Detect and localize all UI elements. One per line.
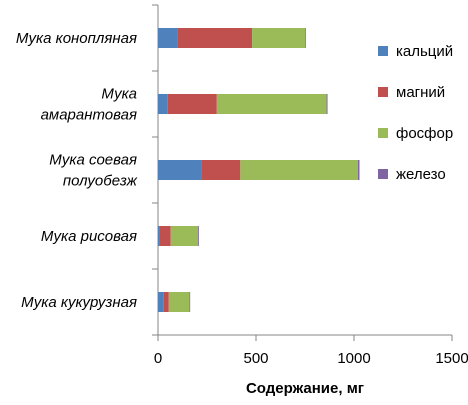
category-label: Мука амарантовая xyxy=(41,86,137,124)
bar-магний xyxy=(177,28,253,48)
bar-железо xyxy=(326,94,328,114)
bar-железо xyxy=(305,28,306,48)
x-tick-label: 500 xyxy=(243,350,268,367)
bar-магний xyxy=(167,94,217,114)
category-label-line: амарантовая xyxy=(41,107,137,124)
bar-кальций xyxy=(158,160,202,180)
category-label-line: Мука соевая xyxy=(49,152,137,169)
bar-магний xyxy=(201,160,241,180)
category-label-line: Мука конопляная xyxy=(16,30,137,47)
category-label: Мука конопляная xyxy=(16,30,137,47)
x-tick-label: 1500 xyxy=(435,350,468,367)
legend-swatch-железо xyxy=(378,169,388,179)
category-label-line: полуобезж xyxy=(63,173,138,190)
x-tick-label: 0 xyxy=(154,350,162,367)
legend: кальций магний фосфор железо xyxy=(378,43,453,183)
bar-фосфор xyxy=(170,226,199,246)
legend-label: железо xyxy=(396,166,446,183)
bar-магний xyxy=(159,226,171,246)
x-axis-title: Содержание, мг xyxy=(246,380,364,397)
legend-swatch-магний xyxy=(378,87,388,97)
bar-железо xyxy=(198,226,199,246)
bar-железо xyxy=(357,160,360,180)
bar-фосфор xyxy=(168,292,190,312)
category-label-line: Мука кукурузная xyxy=(21,294,137,311)
x-tick-label: 1000 xyxy=(337,350,370,367)
bar-кальций xyxy=(158,292,164,312)
legend-swatch-кальций xyxy=(378,46,388,56)
bar-магний xyxy=(163,292,169,312)
bar-фосфор xyxy=(240,160,358,180)
category-label: Мука рисовая xyxy=(41,228,137,245)
bar-фосфор xyxy=(252,28,305,48)
bar-кальций xyxy=(158,226,160,246)
bar-кальций xyxy=(158,28,178,48)
bar-фосфор xyxy=(216,94,327,114)
category-label-line: Мука рисовая xyxy=(41,228,137,245)
category-label: Мука соевая полуобезж xyxy=(49,152,137,190)
plot-area: 0 500 1000 1500 Мука конопляная Мука амарантов… xyxy=(16,4,468,367)
legend-label: кальций xyxy=(396,43,453,60)
legend-swatch-фосфор xyxy=(378,128,388,138)
category-label-line: Мука xyxy=(101,86,137,103)
bar-железо xyxy=(189,292,191,312)
category-label: Мука кукурузная xyxy=(21,294,137,311)
legend-label: фосфор xyxy=(396,125,453,142)
legend-label: магний xyxy=(396,84,445,101)
bar-кальций xyxy=(158,94,168,114)
